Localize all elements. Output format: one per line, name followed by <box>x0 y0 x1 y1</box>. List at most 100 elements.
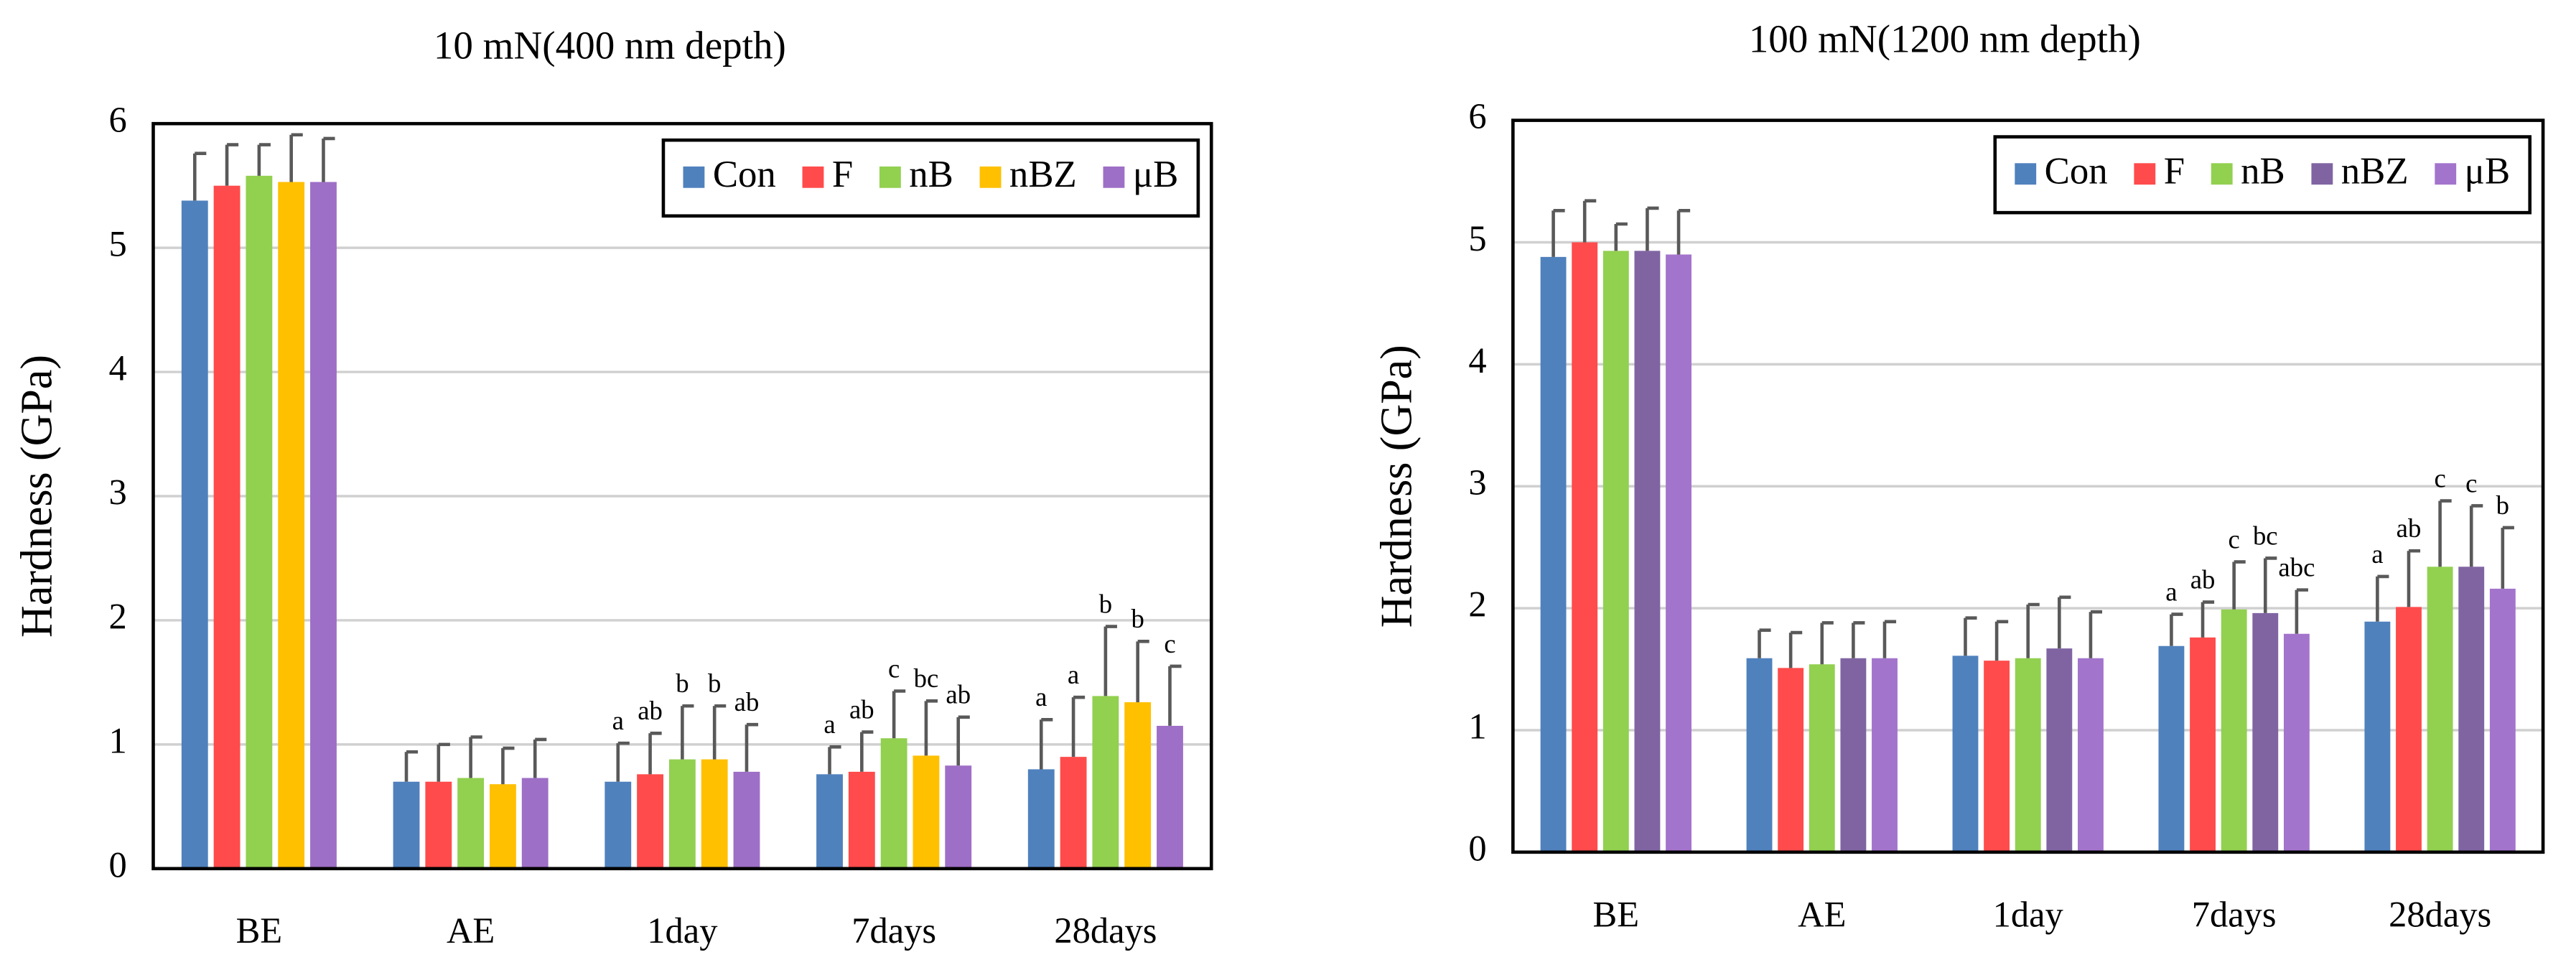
significance-letter: b <box>2496 490 2509 520</box>
y-tick-label: 3 <box>109 472 127 513</box>
significance-letter: c <box>2434 463 2445 493</box>
legend-label: nB <box>909 154 953 195</box>
bar <box>637 774 663 869</box>
error-bar <box>892 689 906 739</box>
error-bar <box>745 722 759 772</box>
error-bar <box>648 732 662 775</box>
y-tick-label: 5 <box>109 224 127 264</box>
legend-swatch <box>802 166 824 188</box>
bar <box>2252 612 2279 852</box>
y-axis-label: Hardness (GPa) <box>13 355 62 638</box>
error-bar <box>2170 612 2183 646</box>
significance-letter: a <box>2371 539 2383 569</box>
x-tick-label: 1day <box>1993 894 2064 934</box>
x-tick-label: BE <box>1593 894 1640 934</box>
significance-letter: c <box>2465 468 2477 498</box>
x-tick-label: 28days <box>1054 910 1157 951</box>
bar <box>2078 658 2104 852</box>
x-tick-label: AE <box>447 910 495 951</box>
error-bar <box>1582 199 1597 243</box>
error-bar <box>1614 222 1628 251</box>
legend-swatch <box>2211 163 2233 185</box>
error-bar <box>2058 595 2071 649</box>
error-bar <box>2376 574 2389 622</box>
bar <box>816 774 843 869</box>
bar <box>1124 702 1152 869</box>
bar <box>1809 664 1835 852</box>
bar <box>213 185 241 869</box>
significance-letter: a <box>1035 682 1047 712</box>
bar <box>848 771 875 869</box>
bar <box>733 771 760 869</box>
error-bar <box>2263 556 2277 613</box>
significance-letter: ab <box>849 694 874 724</box>
significance-letter: b <box>676 668 689 698</box>
error-bar <box>616 741 630 782</box>
error-bar <box>1551 209 1565 257</box>
error-bar <box>2201 600 2215 638</box>
error-bar <box>956 715 970 766</box>
bar <box>880 738 907 869</box>
significance-letter: c <box>2229 524 2240 554</box>
x-tick-label: 7days <box>2192 894 2277 934</box>
legend-swatch <box>979 166 1002 188</box>
legend-label: nBZ <box>2341 150 2409 192</box>
error-bar <box>1758 628 1771 658</box>
y-axis-label: Hardness (GPa) <box>1372 345 1421 628</box>
error-bar <box>1103 625 1117 696</box>
bar <box>246 175 273 869</box>
error-bar <box>533 737 547 778</box>
legend-label: F <box>832 154 853 195</box>
error-bar <box>2089 610 2103 658</box>
bar <box>1540 256 1567 852</box>
y-tick-label: 4 <box>1468 340 1486 381</box>
bar <box>1572 242 1598 852</box>
error-bar <box>1852 621 1865 658</box>
bar <box>1634 251 1661 852</box>
error-bar <box>2026 602 2040 658</box>
error-bar <box>322 136 335 182</box>
plot-frame <box>1511 118 2545 854</box>
bar <box>1984 661 2010 852</box>
error-bar <box>2469 504 2483 567</box>
error-bar <box>404 750 419 782</box>
y-tick-label: 6 <box>1468 96 1486 136</box>
legend-label: nB <box>2241 150 2285 192</box>
significance-letter: bc <box>914 663 939 693</box>
bar <box>1872 658 1898 852</box>
error-bar <box>2295 588 2308 634</box>
significance-letter: b <box>1099 589 1112 618</box>
error-bar <box>828 745 841 775</box>
bar <box>489 784 516 869</box>
bar <box>2489 588 2516 852</box>
y-tick-label: 1 <box>109 720 127 760</box>
significance-letter: c <box>888 653 900 683</box>
error-bar <box>681 704 694 760</box>
bar <box>2221 609 2247 852</box>
bar <box>1666 254 1691 852</box>
y-tick-label: 3 <box>1468 462 1486 503</box>
error-bar <box>1820 621 1834 665</box>
significance-letter: a <box>1068 660 1079 689</box>
bar <box>2396 607 2422 852</box>
bar <box>457 778 485 869</box>
bar <box>945 765 972 869</box>
significance-letter: bc <box>2253 521 2278 550</box>
legend-label: μB <box>1133 154 1179 195</box>
error-bar <box>1882 620 1897 658</box>
error-bar <box>1646 206 1659 251</box>
error-bar <box>1039 717 1053 770</box>
bar <box>1602 251 1629 852</box>
legend-label: Con <box>2045 150 2108 192</box>
error-bar <box>2438 499 2452 567</box>
bar <box>1027 769 1055 869</box>
bar <box>2458 566 2485 852</box>
bar <box>2364 621 2391 852</box>
y-tick-label: 2 <box>109 597 127 637</box>
y-tick-label: 6 <box>109 100 127 140</box>
bar <box>913 755 940 869</box>
